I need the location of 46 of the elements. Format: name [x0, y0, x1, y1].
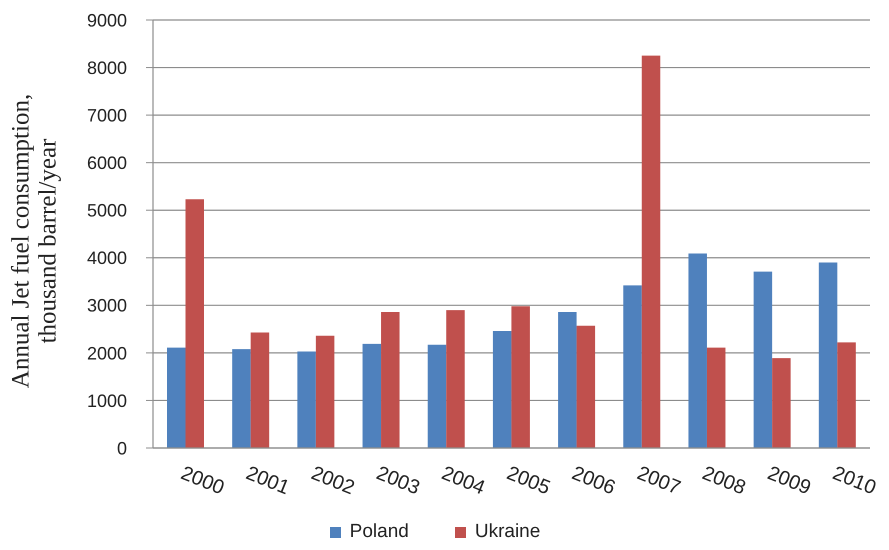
- bar: [837, 342, 856, 448]
- y-tick-label: 2000: [86, 343, 127, 364]
- bar: [250, 332, 270, 448]
- bar: [576, 326, 596, 448]
- x-tick-label: 2001: [242, 462, 292, 500]
- bar: [297, 351, 316, 448]
- x-tick-label: 2004: [438, 462, 488, 500]
- y-tick-label: 1000: [86, 390, 127, 411]
- bar: [232, 349, 251, 448]
- y-tick-label: 3000: [86, 296, 127, 316]
- x-tick-label: 2009: [764, 462, 814, 500]
- x-tick-label: 2010: [830, 462, 880, 500]
- bar: [381, 312, 400, 448]
- bar: [558, 312, 577, 448]
- bar: [167, 348, 186, 448]
- y-axis-title: Annual Jet fuel consumption, thousand barrel/year: [8, 94, 62, 388]
- x-tick-label: 2006: [568, 462, 618, 500]
- bar: [446, 310, 465, 448]
- y-tick-label: 4000: [86, 248, 127, 268]
- bar: [511, 306, 530, 448]
- bar: [623, 285, 642, 448]
- legend-label: Poland: [348, 520, 409, 544]
- y-tick-label: 0: [116, 438, 127, 458]
- legend-label: Ukraine: [474, 520, 540, 544]
- bar: [772, 358, 791, 448]
- y-tick-label: 9000: [86, 10, 127, 30]
- y-tick-label: 5000: [86, 200, 127, 221]
- x-tick-label: 2003: [373, 462, 423, 500]
- bar: [492, 331, 512, 448]
- bar: [362, 344, 382, 448]
- x-tick-label: 2002: [308, 462, 358, 500]
- y-tick-label: 7000: [86, 106, 127, 126]
- bar: [428, 344, 446, 448]
- x-tick-label: 2000: [178, 462, 228, 500]
- bar: [706, 348, 726, 448]
- x-tick-label: 2005: [504, 462, 554, 500]
- x-tick-label: 2007: [634, 462, 684, 500]
- y-tick-label: 8000: [86, 58, 127, 78]
- bar: [186, 199, 204, 448]
- bar: [818, 262, 838, 448]
- bar: [688, 254, 707, 448]
- x-tick-label: 2008: [699, 462, 749, 500]
- bar: [642, 56, 660, 448]
- y-tick-label: 6000: [86, 153, 127, 174]
- bar: [316, 336, 334, 448]
- bar: [754, 272, 772, 448]
